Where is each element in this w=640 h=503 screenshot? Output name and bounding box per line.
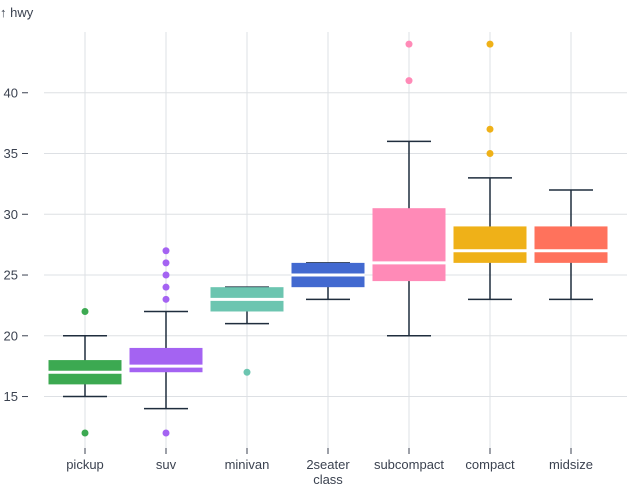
x-tick-label: 2seater [306,457,350,472]
box-midsize [534,189,608,301]
y-tick-label: 40 [4,85,18,100]
box-compact [453,40,527,301]
x-tick-label: midsize [549,457,593,472]
y-tick-label: 30 [4,207,18,222]
outlier-point [81,307,89,315]
outlier-point [162,429,170,437]
boxes [48,40,608,437]
box-subcompact [372,40,446,337]
box-iqr [129,347,203,373]
box-2seater [291,262,365,301]
outlier-point [405,40,413,48]
outlier-point [162,295,170,303]
box-iqr [372,208,446,282]
x-tick-label: compact [465,457,515,472]
x-tick-label: pickup [66,457,104,472]
x-tick-label: suv [156,457,177,472]
outlier-point [405,77,413,85]
x-axis: pickup suv minivan 2seater subcompact compact… [66,448,593,472]
outlier-point [162,259,170,267]
y-tick-label: 35 [4,146,18,161]
x-tick-label: minivan [225,457,270,472]
outlier-point [162,283,170,291]
box-iqr [453,226,527,263]
x-axis-label: class [313,472,343,487]
x-tick-label: subcompact [374,457,444,472]
box-pickup [48,307,122,437]
outlier-point [486,150,494,158]
y-axis: 15 20 25 30 35 40 [4,85,28,404]
outlier-point [486,125,494,133]
outlier-point [81,429,89,437]
y-axis-label: ↑ hwy [0,5,34,20]
box-iqr [534,226,608,263]
box-suv [129,247,203,437]
outlier-point [162,247,170,255]
outlier-point [162,271,170,279]
y-tick-label: 20 [4,328,18,343]
y-tick-label: 25 [4,268,18,283]
outlier-point [486,40,494,48]
y-tick-label: 15 [4,389,18,404]
box-minivan [210,286,284,376]
outlier-point [243,368,251,376]
